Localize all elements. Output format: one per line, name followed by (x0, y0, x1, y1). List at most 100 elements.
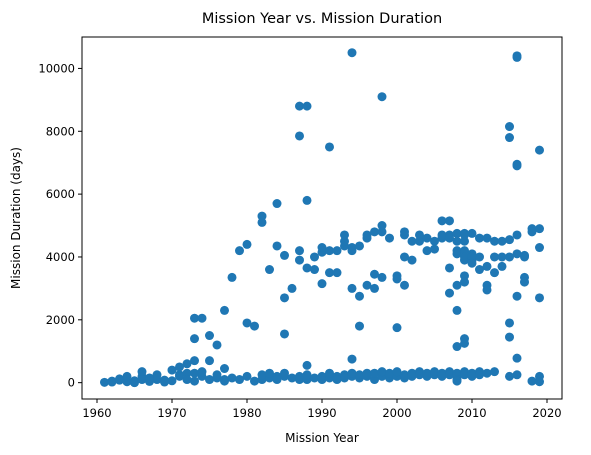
data-point (100, 377, 109, 387)
data-point (220, 376, 229, 386)
data-point (332, 268, 342, 278)
data-point (340, 230, 349, 240)
data-point (512, 291, 522, 301)
data-point (445, 233, 454, 243)
data-point (400, 280, 409, 290)
data-point (212, 370, 222, 380)
data-point (250, 321, 259, 331)
y-axis-label: Mission Duration (days) (9, 147, 23, 289)
data-point (512, 230, 522, 240)
data-point (362, 371, 372, 381)
data-point (392, 274, 402, 284)
data-point (377, 227, 387, 237)
data-point (482, 285, 492, 295)
x-tick-label: 1960 (82, 406, 111, 420)
data-point (490, 236, 499, 246)
data-point (175, 362, 184, 372)
data-point (445, 288, 454, 298)
data-point (137, 367, 147, 377)
data-point (130, 378, 139, 388)
data-point (272, 375, 282, 385)
data-point (355, 321, 364, 331)
x-tick-label: 1970 (157, 406, 186, 420)
data-point (280, 329, 289, 339)
data-point (535, 145, 544, 155)
data-point (460, 277, 469, 287)
data-point (460, 252, 469, 262)
data-point (430, 367, 439, 377)
data-point (460, 370, 469, 380)
y-tick-label: 10000 (38, 61, 75, 75)
data-point (332, 246, 342, 256)
data-point (407, 371, 417, 381)
data-point (467, 252, 477, 262)
data-point (482, 368, 492, 378)
data-point (505, 332, 514, 342)
data-point (227, 373, 237, 383)
data-point (467, 228, 477, 238)
data-point (520, 252, 529, 262)
data-point (197, 313, 207, 323)
data-point (325, 246, 334, 256)
data-point (317, 371, 327, 381)
data-point (377, 92, 387, 102)
data-point (235, 246, 244, 256)
data-point (242, 371, 252, 381)
data-point (205, 375, 214, 385)
data-point (535, 377, 544, 387)
data-point (355, 370, 364, 380)
data-point (205, 356, 214, 366)
data-point (257, 217, 267, 227)
data-point (340, 236, 349, 246)
data-point (527, 227, 537, 237)
data-point (460, 271, 469, 281)
data-point (490, 252, 499, 262)
data-point (452, 376, 462, 386)
data-point (445, 370, 454, 380)
data-point (310, 252, 319, 262)
data-point (302, 101, 312, 111)
x-tick-label: 2000 (382, 406, 411, 420)
data-point (370, 269, 379, 279)
data-point (227, 272, 237, 282)
data-point (272, 241, 282, 251)
data-point (355, 241, 364, 251)
data-point (190, 376, 199, 386)
data-point (512, 161, 522, 171)
data-point (152, 370, 162, 380)
data-point (460, 338, 469, 348)
data-point (400, 252, 409, 262)
data-point (475, 252, 484, 262)
data-point (242, 239, 252, 249)
data-point (355, 291, 364, 301)
data-point (415, 230, 424, 240)
data-point (505, 371, 514, 381)
data-point (475, 265, 484, 275)
data-point (190, 368, 199, 378)
data-point (310, 265, 319, 275)
data-point (295, 255, 304, 265)
data-point (167, 376, 177, 386)
data-point (475, 370, 484, 380)
data-point (452, 280, 462, 290)
data-point (190, 356, 199, 366)
data-point (325, 268, 334, 278)
data-point (385, 368, 394, 378)
data-point (370, 368, 379, 378)
data-point (385, 233, 394, 243)
data-point (295, 371, 304, 381)
data-point (280, 250, 289, 260)
data-point (122, 371, 132, 381)
data-point (400, 230, 409, 240)
data-point (422, 371, 432, 381)
data-point (535, 293, 544, 303)
data-point (512, 353, 522, 363)
data-point (430, 244, 439, 254)
data-point (295, 101, 304, 111)
data-point (190, 313, 199, 323)
data-point (347, 354, 357, 364)
data-point (347, 368, 357, 378)
data-point (107, 377, 117, 387)
data-point (535, 224, 544, 234)
data-point (437, 216, 447, 226)
